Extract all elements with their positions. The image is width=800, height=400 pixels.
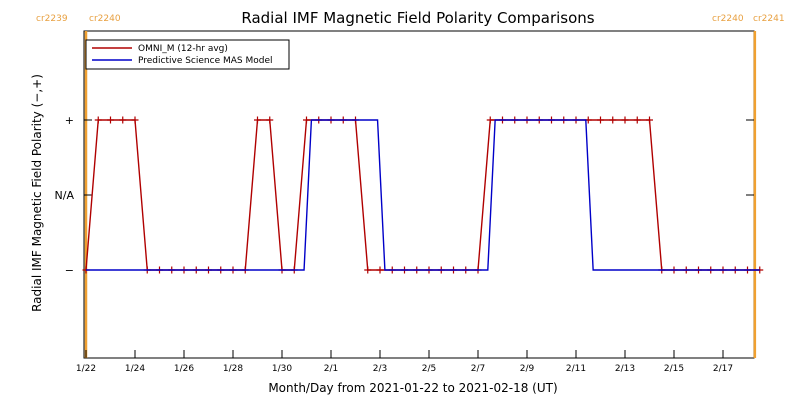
x-tick-label: 2/11 [566, 364, 586, 374]
x-tick-label: 1/24 [125, 364, 145, 374]
data-point [376, 266, 384, 274]
data-point [597, 116, 604, 124]
data-point [254, 116, 261, 124]
x-tick-label: 1/26 [174, 364, 194, 374]
x-tick-label: 1/28 [223, 364, 243, 374]
legend-label-omni: OMNI_M (12-hr avg) [138, 44, 228, 54]
y-tick-label: + [65, 114, 74, 127]
y-axis-label: Radial IMF Magnetic Field Polarity (−,+) [30, 74, 44, 312]
carrington-label-left-prev: cr2239 [36, 14, 68, 24]
chart-title: Radial IMF Magnetic Field Polarity Compa… [241, 9, 594, 27]
y-tick-label: − [65, 264, 74, 277]
legend: OMNI_M (12-hr avg) Predictive Science MA… [85, 39, 290, 70]
x-tick-label: 2/3 [373, 364, 387, 374]
legend-label-mas: Predictive Science MAS Model [138, 56, 273, 66]
x-tick-label: 2/13 [615, 364, 635, 374]
data-point [364, 266, 372, 274]
data-point [266, 116, 274, 124]
x-tick-label: 2/15 [664, 364, 684, 374]
data-point [131, 116, 139, 124]
carrington-label-right-next: cr2241 [753, 14, 785, 24]
x-tick-label: 1/22 [76, 364, 96, 374]
data-point [119, 116, 127, 124]
series-layer [82, 116, 764, 274]
data-point [486, 116, 494, 124]
legend-box [85, 39, 290, 70]
x-tick-label: 1/30 [272, 364, 292, 374]
data-point [633, 116, 641, 124]
x-tick-label: 2/5 [422, 364, 436, 374]
x-tick-label: 2/7 [471, 364, 485, 374]
data-point [646, 116, 653, 124]
data-point [107, 116, 114, 124]
plot-area: + N/A − 1/22 1/24 1/26 1/28 1/30 2/1 2/3 2/5 2/7 2/… [55, 30, 764, 374]
series-line-1 [86, 119, 760, 271]
x-tick-label: 2/17 [713, 364, 733, 374]
x-tick-label: 2/1 [324, 364, 338, 374]
data-point [609, 116, 617, 124]
x-tick-label: 2/9 [520, 364, 535, 374]
x-axis-ticks: 1/22 1/24 1/26 1/28 1/30 2/1 2/3 2/5 2/7 2/9 2/11 2… [76, 350, 733, 374]
carrington-label-left-next: cr2240 [89, 14, 121, 24]
x-axis-label: Month/Day from 2021-01-22 to 2021-02-18 … [268, 381, 557, 395]
data-point [94, 116, 102, 124]
carrington-label-right-prev: cr2240 [712, 14, 744, 24]
data-point [621, 116, 629, 124]
y-tick-label: N/A [55, 189, 75, 202]
data-point [303, 116, 310, 124]
